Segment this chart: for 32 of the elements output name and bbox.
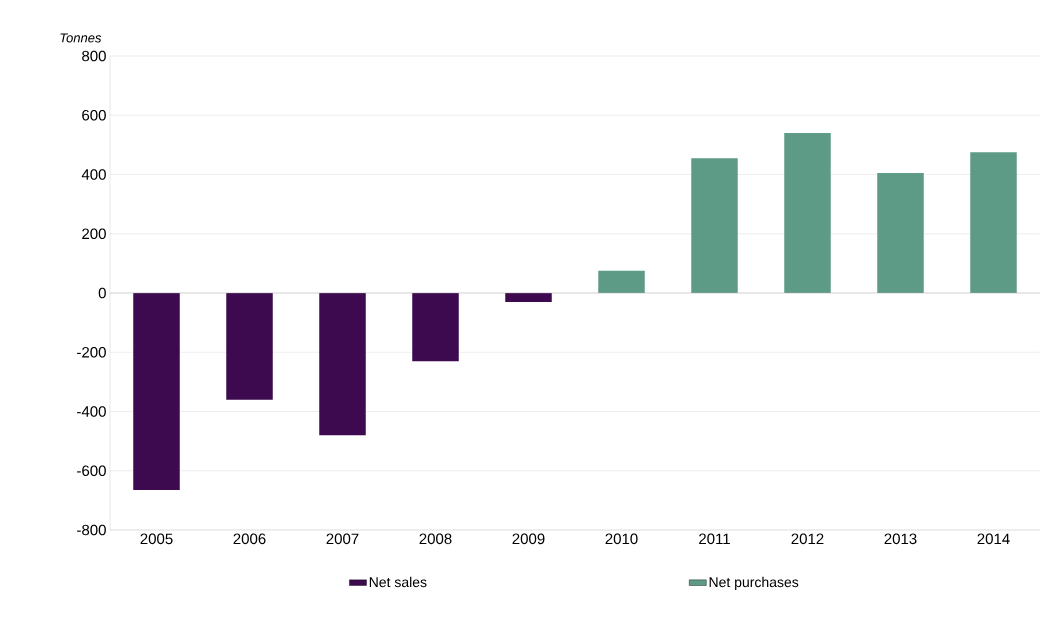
x-tick-label: 2008 xyxy=(419,533,452,545)
bar xyxy=(319,292,366,436)
legend-label: Net sales xyxy=(369,576,427,588)
bar xyxy=(691,158,738,293)
bar xyxy=(505,292,552,302)
y-tick-label: 600 xyxy=(82,109,106,121)
y-tick-label: 0 xyxy=(98,287,106,299)
bar xyxy=(877,173,924,293)
bar xyxy=(598,270,645,293)
bar xyxy=(784,133,831,293)
bar xyxy=(133,292,180,490)
legend-label: Net purchases xyxy=(709,576,799,590)
bar xyxy=(226,292,273,400)
y-tick-label: 200 xyxy=(82,228,106,240)
bar xyxy=(412,292,459,362)
x-tick-label: 2012 xyxy=(791,533,824,545)
x-tick-label: 2007 xyxy=(326,533,359,545)
y-tick-label: 800 xyxy=(82,50,106,62)
x-tick-label: 2009 xyxy=(512,533,545,545)
x-tick-label: 2010 xyxy=(605,533,638,545)
x-tick-label: 2011 xyxy=(699,533,730,545)
y-axis-title: Tonnes xyxy=(60,33,102,43)
x-tick-label: 2014 xyxy=(977,533,1010,545)
y-tick-label: 400 xyxy=(81,169,106,180)
y-tick-label: -800 xyxy=(77,524,106,536)
x-tick-label: 2006 xyxy=(233,533,266,545)
bar xyxy=(970,152,1017,293)
x-tick-label: 2005 xyxy=(140,533,173,545)
x-tick-label: 2013 xyxy=(884,533,917,545)
y-tick-label: -400 xyxy=(77,406,106,417)
y-tick-label: -200 xyxy=(77,346,106,358)
y-tick-label: -600 xyxy=(77,465,106,477)
